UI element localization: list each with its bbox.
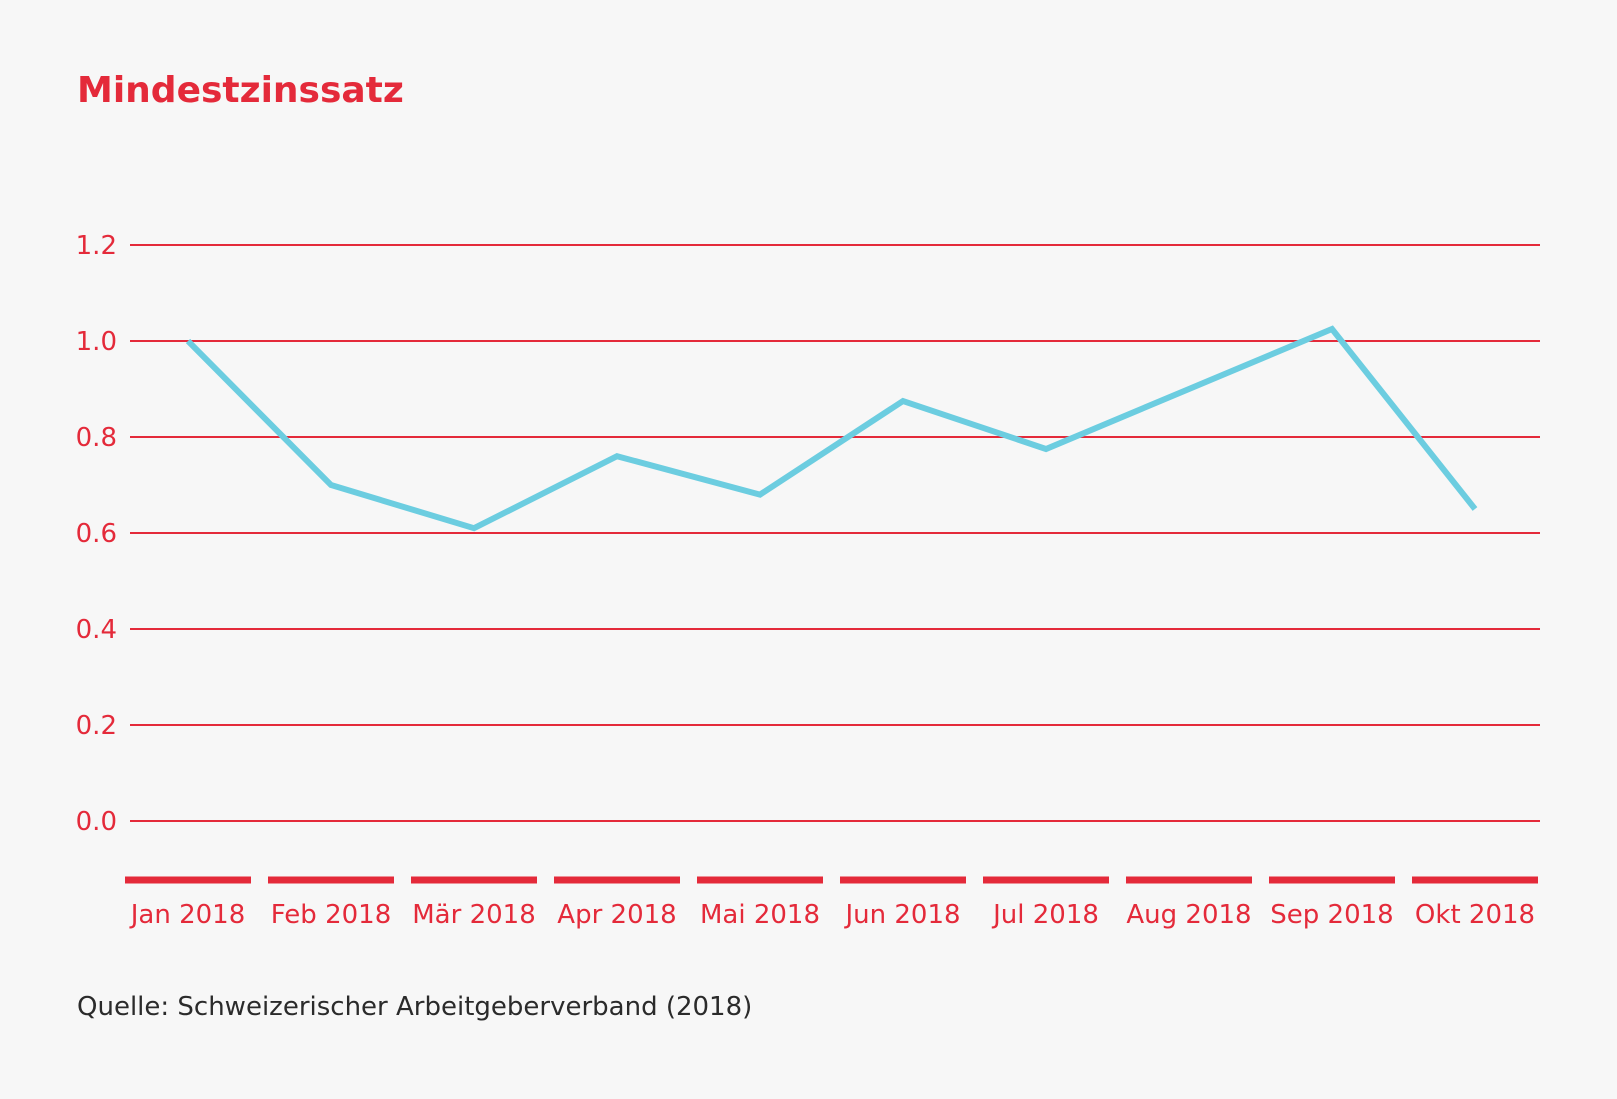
x-tick-label: Sep 2018 xyxy=(1270,900,1393,930)
y-axis-ticks: 0.0 0.2 0.4 0.6 0.8 1.0 1.2 xyxy=(76,231,117,837)
y-tick-label: 0.8 xyxy=(76,423,117,453)
y-tick-label: 1.0 xyxy=(76,327,117,357)
series-line xyxy=(185,325,1478,532)
x-tick-label: Mai 2018 xyxy=(700,900,820,930)
x-tick-label: Feb 2018 xyxy=(271,900,391,930)
source-note: Quelle: Schweizerischer Arbeitgeberverba… xyxy=(77,992,753,1022)
y-tick-label: 0.6 xyxy=(76,519,117,549)
y-tick-label: 1.2 xyxy=(76,231,117,261)
x-tick-label: Okt 2018 xyxy=(1415,900,1535,930)
y-tick-label: 0.2 xyxy=(76,711,117,741)
y-tick-label: 0.0 xyxy=(76,807,117,837)
series-group xyxy=(185,325,1478,532)
x-axis-ticks: Jan 2018 Feb 2018 Mär 2018 Apr 2018 Mai 2018… xyxy=(129,900,1535,930)
x-tick-label: Apr 2018 xyxy=(557,900,676,930)
y-tick-label: 0.4 xyxy=(76,615,117,645)
chart-title: Mindestzinssatz xyxy=(77,70,404,111)
x-tick-label: Jul 2018 xyxy=(991,900,1099,930)
x-tick-label: Jan 2018 xyxy=(129,900,246,930)
x-tick-label: Aug 2018 xyxy=(1126,900,1251,930)
x-tick-label: Jun 2018 xyxy=(843,900,960,930)
x-tick-label: Mär 2018 xyxy=(412,900,536,930)
